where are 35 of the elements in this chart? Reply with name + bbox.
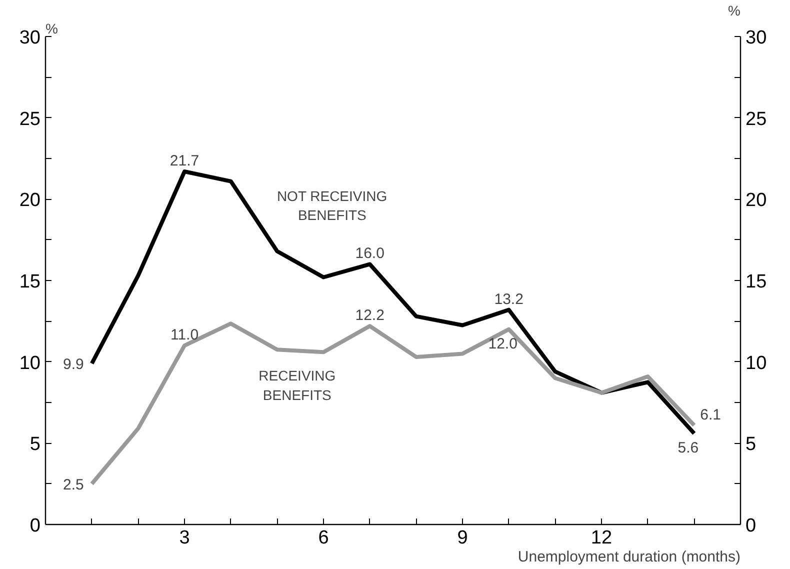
- y-tick-label: 10: [19, 352, 41, 374]
- data-label: 16.0: [355, 245, 384, 262]
- y2-tick-label: 25: [746, 108, 767, 130]
- series-label: NOT RECEIVING BENEFITS: [276, 188, 388, 224]
- y2-tick-label: 30: [746, 28, 767, 48]
- data-label: 5.6: [678, 439, 699, 456]
- line-series: [90, 322, 696, 486]
- data-label: 13.2: [494, 290, 524, 308]
- data-label: 11.0: [170, 326, 199, 344]
- line-series: [90, 170, 696, 436]
- x-tick-label: 6: [318, 528, 329, 548]
- x-tick-label: 12: [590, 528, 612, 548]
- y2-tick-label: 0: [746, 516, 756, 536]
- data-label: 6.1: [700, 406, 722, 424]
- y-tick-label: 15: [19, 272, 41, 292]
- data-label: 12.2: [355, 307, 384, 324]
- data-label: 9.9: [62, 356, 84, 373]
- x-tick-label: 9: [457, 528, 468, 548]
- y-tick-label: 25: [19, 108, 41, 130]
- x-axis-title: Unemployment duration (months): [518, 548, 741, 566]
- y-tick-label: 30: [19, 28, 41, 48]
- y2-axis-title: %: [728, 2, 741, 18]
- y2-tick-label: 5: [746, 434, 756, 456]
- y-tick-label: 0: [30, 516, 41, 536]
- y2-tick-label: 15: [746, 272, 767, 292]
- y-tick-label: 20: [19, 190, 41, 212]
- data-label: 12.0: [488, 335, 518, 352]
- y2-tick-label: 10: [746, 352, 767, 374]
- data-label: 2.5: [62, 476, 84, 494]
- series-label: RECEIVING BENEFITS: [258, 368, 336, 403]
- y2-tick-label: 20: [746, 190, 767, 212]
- y-axis-title: %: [46, 20, 58, 36]
- x-tick-label: 3: [179, 528, 190, 548]
- y-tick-label: 5: [30, 434, 41, 456]
- data-label: 21.7: [170, 152, 200, 170]
